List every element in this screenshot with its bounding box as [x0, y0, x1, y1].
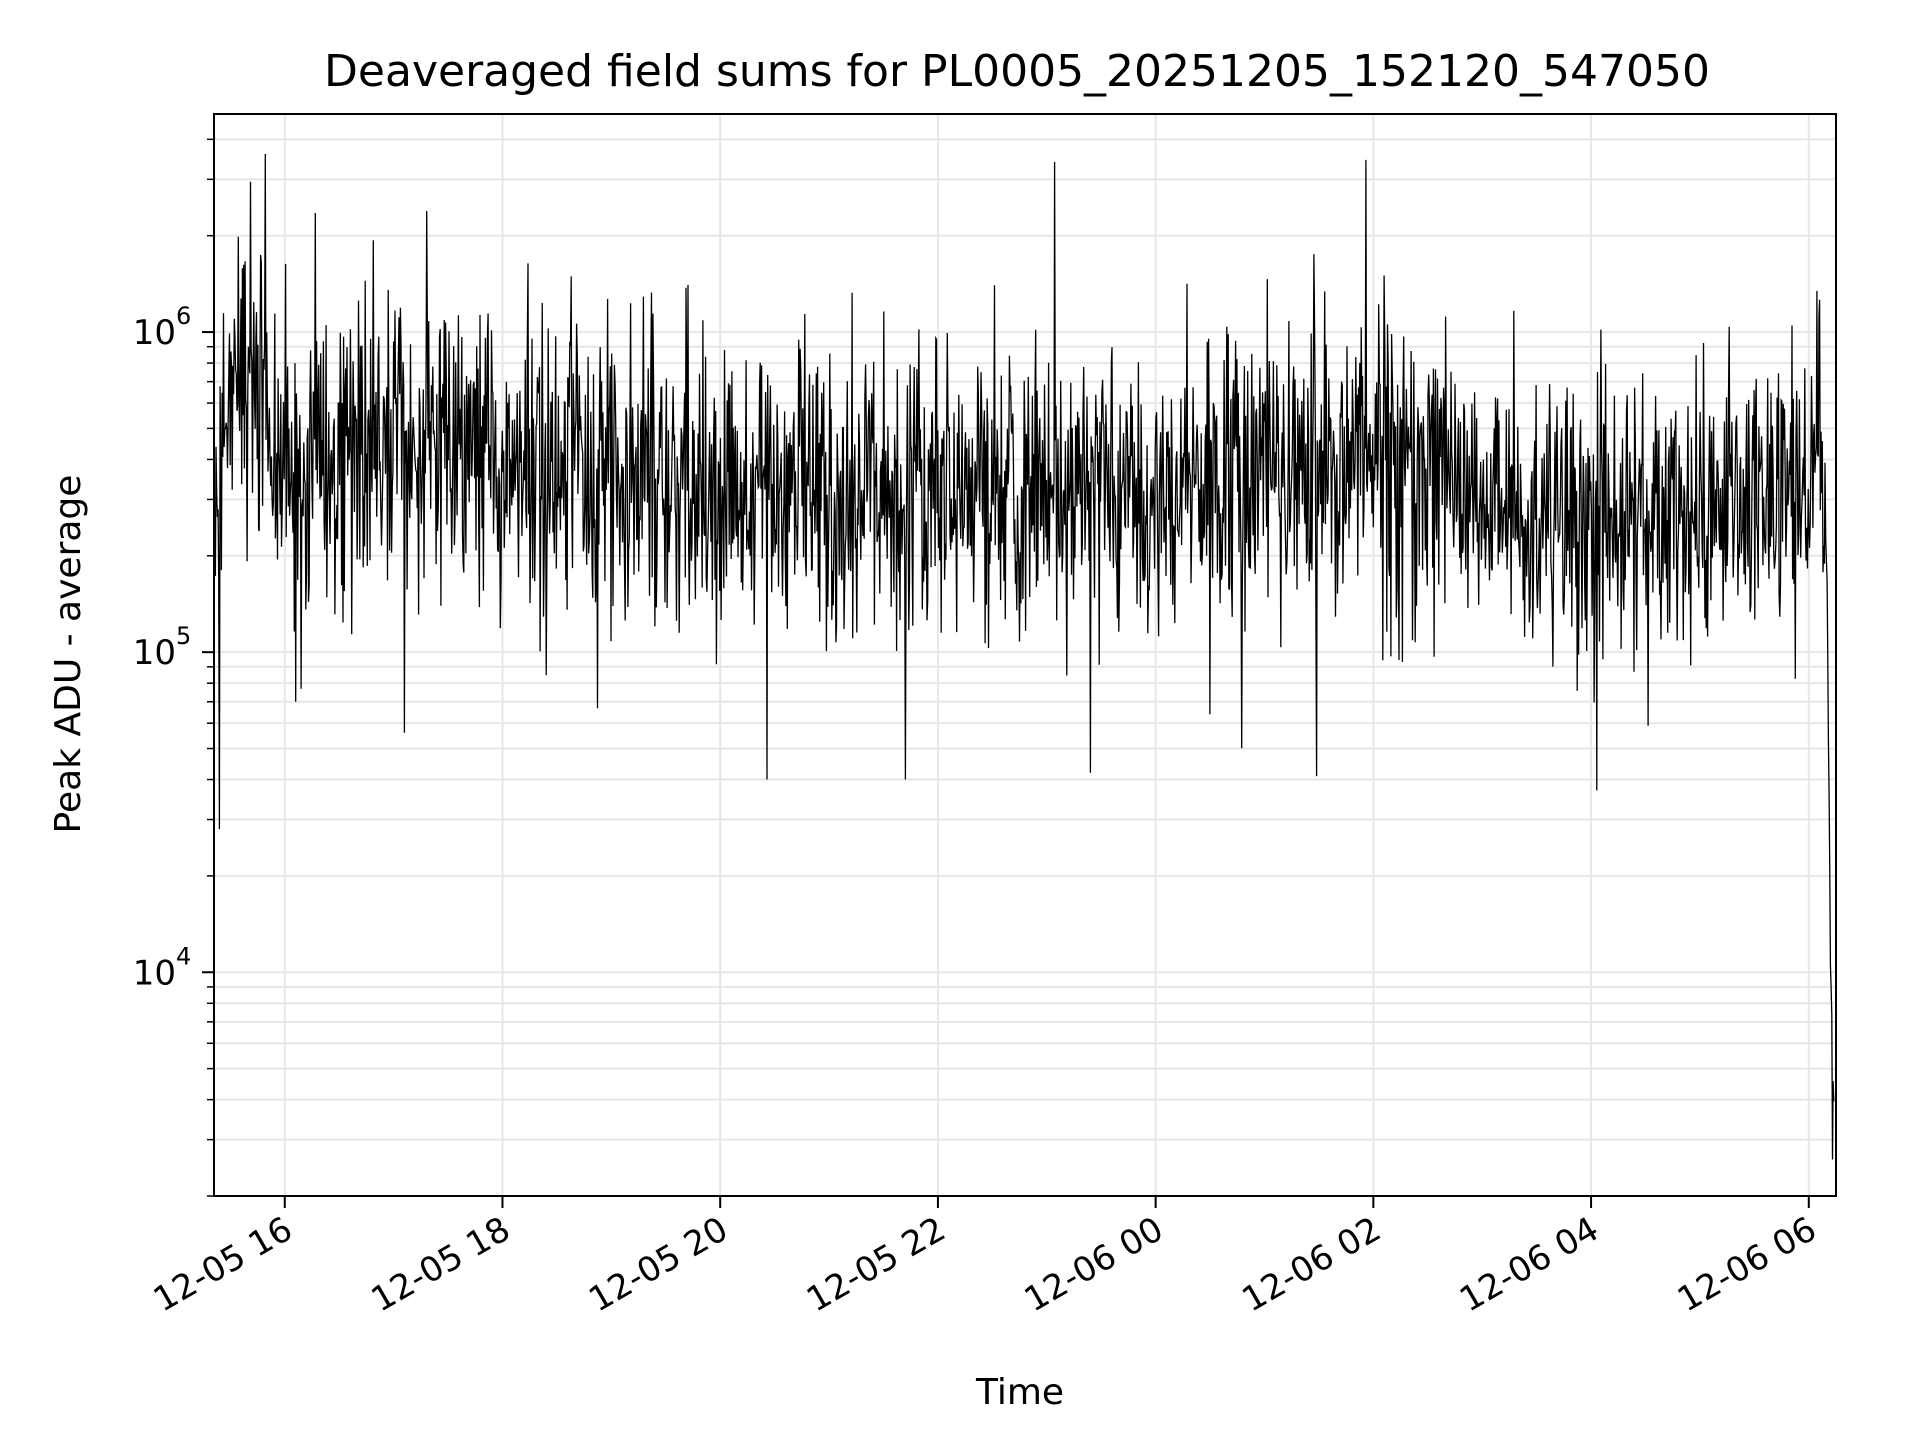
y-axis-label: Peak ADU - average — [48, 475, 89, 834]
y-tick-base: 10 — [133, 313, 176, 353]
plot-frame — [213, 113, 1837, 1197]
grid — [214, 114, 1836, 1197]
y-tick-exponent: 4 — [176, 942, 191, 970]
y-tick-label: 10 — [133, 633, 176, 673]
y-tick-base: 10 — [133, 953, 176, 993]
chart-title: Deaveraged field sums for PL0005_2025120… — [324, 46, 1710, 97]
y-tick-exponent: 5 — [176, 622, 191, 650]
y-tick-base: 10 — [133, 633, 176, 673]
y-tick-label: 10 — [133, 953, 176, 993]
y-tick-exponent: 6 — [176, 302, 191, 330]
series-line — [214, 153, 1835, 1160]
data-layer — [214, 153, 1835, 1160]
y-tick-label: 10 — [133, 313, 176, 353]
x-axis-label: Time — [975, 1372, 1064, 1413]
